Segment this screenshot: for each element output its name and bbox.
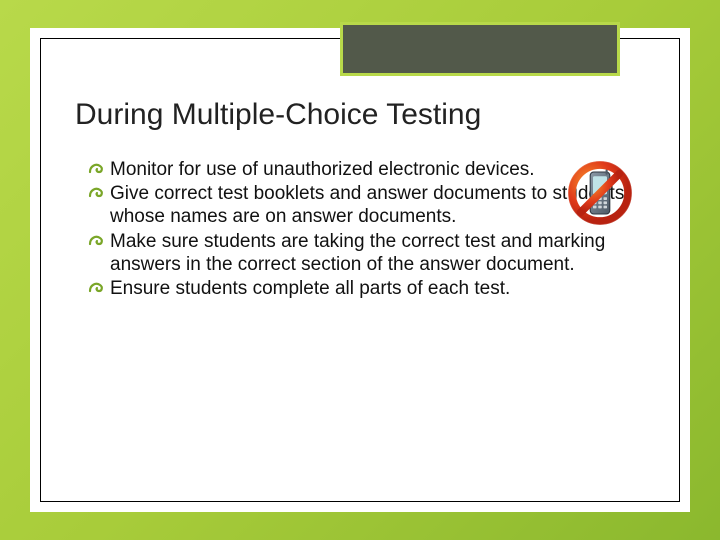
list-item: Make sure students are taking the correc… — [88, 230, 650, 276]
slide-background: During Multiple-Choice Testing Monitor f… — [0, 0, 720, 540]
bullet-text: Make sure students are taking the correc… — [110, 231, 605, 275]
bullet-text: Give correct test booklets and answer do… — [110, 183, 624, 227]
swirl-bullet-icon — [88, 230, 106, 252]
no-phone-icon — [565, 158, 635, 228]
header-accent-box — [340, 22, 620, 76]
swirl-bullet-icon — [88, 158, 106, 180]
swirl-bullet-icon — [88, 182, 106, 204]
swirl-bullet-icon — [88, 277, 106, 299]
bullet-text: Ensure students complete all parts of ea… — [110, 278, 510, 299]
bullet-text: Monitor for use of unauthorized electron… — [110, 159, 535, 180]
list-item: Ensure students complete all parts of ea… — [88, 277, 650, 300]
slide-title: During Multiple-Choice Testing — [75, 98, 481, 132]
slide-panel: During Multiple-Choice Testing Monitor f… — [30, 28, 690, 512]
